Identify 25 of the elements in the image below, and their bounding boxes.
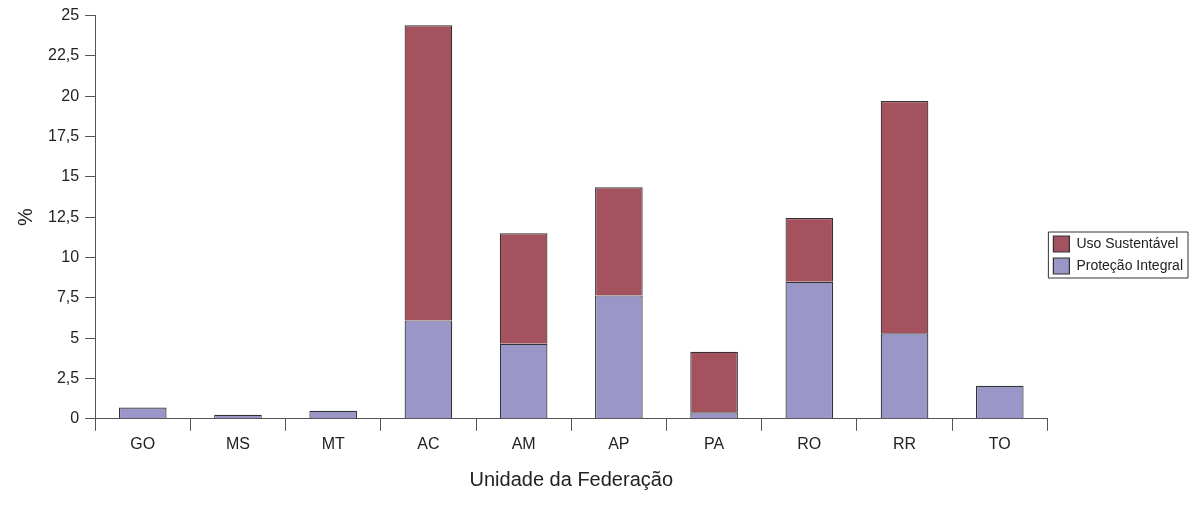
x-tick-label: AM xyxy=(511,434,536,452)
y-tick-label: 2,5 xyxy=(56,368,80,386)
x-axis-title: Unidade da Federação xyxy=(469,467,673,490)
x-tick-label: GO xyxy=(130,434,156,452)
y-tick-label: 10 xyxy=(61,247,80,265)
y-tick-label: 15 xyxy=(61,167,80,185)
legend-label: Uso Sustentável xyxy=(1076,234,1179,251)
y-tick-label: 20 xyxy=(61,86,80,104)
y-tick-label: 7,5 xyxy=(56,288,80,306)
legend-label: Proteção Integral xyxy=(1076,256,1183,273)
y-axis-title: % xyxy=(13,208,36,227)
x-tick-label: TO xyxy=(988,434,1011,452)
x-tick-label: AP xyxy=(608,434,630,452)
y-tick-label: 22,5 xyxy=(48,46,80,64)
y-tick-label: 0 xyxy=(70,409,80,427)
y-tick-label: 5 xyxy=(70,328,80,346)
y-tick-label: 25 xyxy=(61,6,80,24)
x-tick-label: RR xyxy=(892,434,917,452)
x-tick-label: PA xyxy=(704,434,725,452)
x-tick-label: MS xyxy=(225,434,250,452)
y-tick-label: 12,5 xyxy=(48,207,80,225)
x-tick-label: RO xyxy=(797,434,822,452)
y-tick-label: 17,5 xyxy=(48,126,80,144)
x-tick-label: AC xyxy=(417,434,440,452)
x-tick-label: MT xyxy=(321,434,345,452)
